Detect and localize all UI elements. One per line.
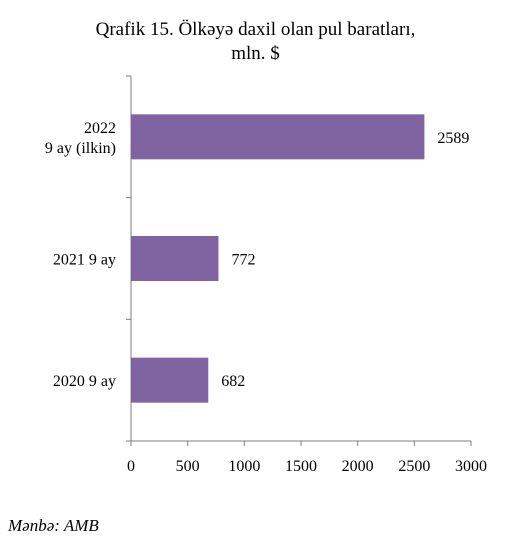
data-label: 772 <box>231 252 255 269</box>
bar <box>131 114 425 160</box>
bar <box>131 236 219 281</box>
chart-title: Qrafik 15. Ölkəyə daxil olan pul baratla… <box>0 18 511 66</box>
x-tick-label: 2500 <box>398 458 430 475</box>
bar <box>131 357 209 403</box>
x-tick-label: 0 <box>127 458 135 475</box>
category-label: 2020 9 ay <box>53 373 116 390</box>
category-label: 9 ay (ilkin) <box>45 140 116 157</box>
source-note: Mənbə: AMB <box>8 516 99 535</box>
category-label: 2021 9 ay <box>53 252 116 269</box>
category-label: 2022 <box>84 120 116 137</box>
chart-title-line-1: Qrafik 15. Ölkəyə daxil olan pul baratla… <box>95 19 416 40</box>
x-tick-label: 3000 <box>455 458 487 475</box>
x-tick-label: 500 <box>176 458 200 475</box>
data-label: 2589 <box>437 130 469 147</box>
chart-title-line-2: mln. $ <box>231 43 280 64</box>
x-tick-label: 1000 <box>228 458 260 475</box>
data-label: 682 <box>221 373 245 390</box>
x-tick-label: 2000 <box>342 458 374 475</box>
x-tick-label: 1500 <box>285 458 317 475</box>
